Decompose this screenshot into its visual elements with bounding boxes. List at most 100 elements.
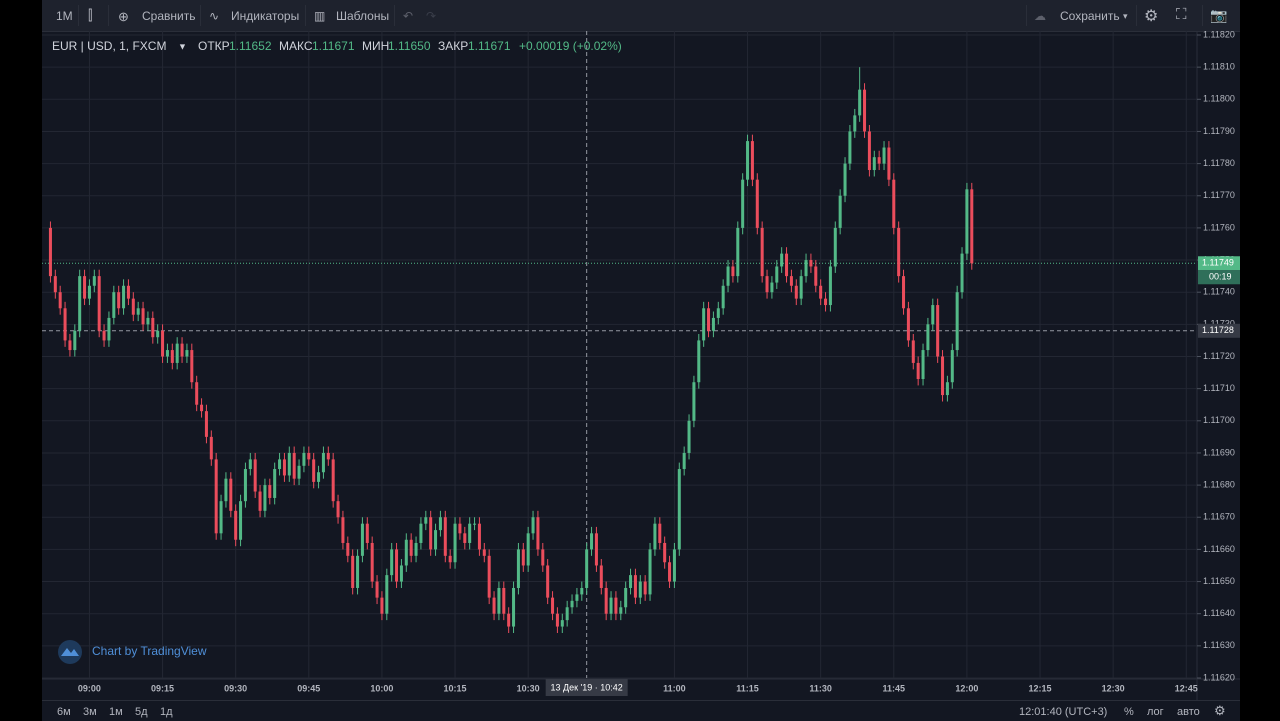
range-button[interactable]: 1д: [160, 706, 173, 718]
save-menu-arrow[interactable]: ▾: [1123, 11, 1128, 21]
candle-body: [73, 330, 77, 351]
candle-body: [380, 597, 384, 614]
settings-button[interactable]: ⚙: [1214, 703, 1226, 718]
y-tick-label: 1.11740: [1203, 287, 1235, 297]
range-button[interactable]: 1м: [109, 706, 123, 718]
candle-body: [204, 411, 208, 437]
compare-button[interactable]: Сравнить: [142, 9, 196, 23]
overlay-lines: [42, 31, 1197, 678]
candle-body: [317, 472, 321, 482]
candle-body: [653, 523, 657, 550]
legend-symbol[interactable]: EUR | USD, 1, FXCM: [52, 39, 166, 53]
candle-body: [209, 436, 213, 460]
candle-body: [409, 539, 413, 556]
x-tick-label: 11:00: [663, 683, 686, 693]
candle-body: [555, 613, 559, 627]
x-tick-label: 09:30: [224, 683, 247, 693]
auto-toggle[interactable]: авто: [1177, 706, 1200, 718]
candle-body: [604, 587, 608, 614]
candle-body: [638, 581, 642, 598]
candle-body: [497, 587, 501, 614]
candle-body: [307, 452, 311, 460]
candle-body: [112, 292, 116, 318]
candle-body: [385, 575, 389, 614]
candle-body: [253, 459, 257, 492]
candle-body: [541, 549, 545, 566]
candles: [48, 67, 974, 633]
fullscreen-button[interactable]: ⛶: [1176, 6, 1187, 23]
countdown-badge: [1198, 270, 1240, 285]
range-button[interactable]: 3м: [83, 706, 97, 718]
candle-body: [424, 517, 428, 524]
legend-symbol-arrow[interactable]: ▼: [178, 41, 187, 51]
interval-button[interactable]: 1М: [56, 9, 73, 23]
range-button[interactable]: 6м: [57, 706, 71, 718]
x-tick-label: 12:45: [1175, 683, 1198, 693]
candle-body: [663, 542, 667, 563]
legend: EUR | USD, 1, FXCM ▼ ОТКР 1.11652 МАКС 1…: [52, 39, 622, 53]
log-toggle[interactable]: лог: [1147, 706, 1164, 718]
candle-body: [755, 179, 759, 228]
candle-body: [702, 308, 706, 341]
y-tick-label: 1.11630: [1203, 640, 1235, 650]
candle-body: [268, 485, 272, 498]
candle-body: [848, 131, 852, 164]
separator: [108, 5, 109, 26]
candle-body: [141, 308, 145, 325]
candle-body: [312, 459, 316, 482]
candle-body: [434, 530, 438, 550]
candle-body: [643, 581, 647, 595]
y-tick-label: 1.11770: [1203, 190, 1235, 200]
candle-body: [736, 227, 740, 277]
candle-body: [448, 555, 452, 563]
watermark-text[interactable]: Chart by TradingView: [92, 644, 207, 658]
chart: 1.11620 1.11630 1.11640 1.11650 1.11660 1.116…: [42, 29, 1240, 700]
candle-body: [624, 587, 628, 608]
candle-body: [239, 501, 243, 540]
candle-body: [619, 607, 623, 614]
undo-button[interactable]: ↶: [403, 9, 414, 23]
candle-body: [760, 227, 764, 277]
candle-body: [785, 253, 789, 277]
redo-button[interactable]: ↷: [426, 9, 437, 23]
y-tick-label: 1.11780: [1203, 158, 1235, 168]
candle-body: [453, 523, 457, 563]
candle-body: [931, 305, 935, 325]
candle-body: [960, 253, 964, 293]
snapshot-button[interactable]: 📷: [1210, 7, 1228, 23]
candle-body: [107, 317, 111, 341]
candle-body: [414, 542, 418, 556]
y-tick-label: 1.11650: [1203, 576, 1235, 586]
chart-type-icon[interactable]: ⫿: [88, 7, 93, 23]
candle-body: [941, 356, 945, 396]
separator: [200, 5, 201, 26]
range-button[interactable]: 5д: [135, 706, 148, 718]
candle-body: [97, 276, 101, 331]
candle-body: [429, 517, 433, 550]
candle-body: [716, 308, 720, 318]
candle-body: [512, 587, 516, 627]
candle-body: [341, 517, 345, 543]
separator: [1202, 5, 1203, 26]
percent-toggle[interactable]: %: [1124, 706, 1134, 718]
candle-body: [614, 597, 618, 614]
candle-body: [697, 340, 701, 383]
candle-body: [809, 260, 813, 267]
indicators-button[interactable]: Индикаторы: [231, 9, 300, 23]
candle-body: [156, 330, 160, 338]
y-tick-label: 1.11700: [1203, 415, 1235, 425]
legend-low-label: МИН: [362, 39, 389, 53]
y-tick-label: 1.11620: [1203, 672, 1235, 682]
templates-button[interactable]: Шаблоны: [336, 9, 390, 23]
x-tick-label: 09:00: [78, 683, 101, 693]
candle-body: [648, 549, 652, 595]
candle-body: [658, 523, 662, 543]
candle-body: [633, 575, 637, 598]
save-button[interactable]: Сохранить: [1060, 9, 1120, 23]
candle-body: [580, 587, 584, 595]
settings-button[interactable]: ⚙: [1144, 8, 1159, 25]
candle-body: [175, 343, 179, 363]
candle-body: [926, 324, 930, 351]
candle-body: [165, 350, 169, 357]
